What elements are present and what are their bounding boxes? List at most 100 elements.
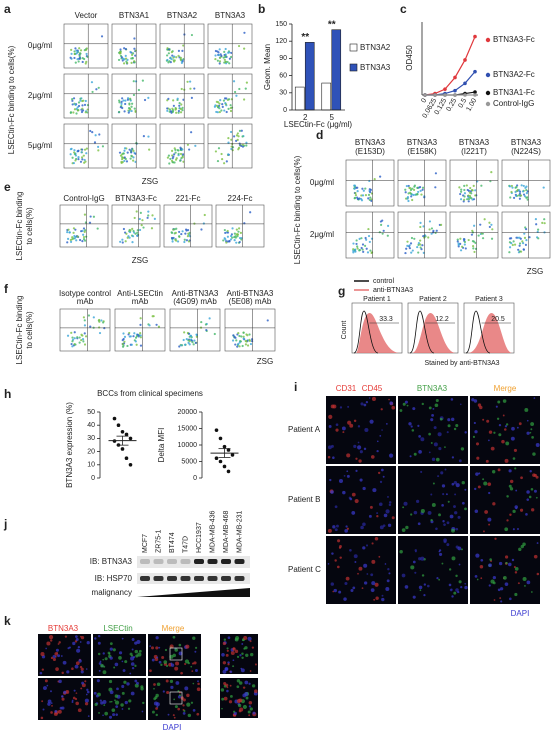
flow-dot bbox=[122, 62, 126, 65]
flow-dot bbox=[139, 317, 142, 320]
flow-dot bbox=[92, 316, 95, 319]
flow-dot bbox=[131, 235, 135, 238]
flow-dot bbox=[238, 87, 241, 91]
flow-dot bbox=[248, 339, 252, 342]
cell bbox=[50, 711, 53, 714]
flow-dot bbox=[229, 109, 233, 113]
flow-dot bbox=[355, 242, 358, 246]
flow-dot bbox=[75, 112, 78, 115]
flow-dot bbox=[510, 190, 513, 194]
flow-dot bbox=[534, 217, 537, 221]
flow-dot bbox=[463, 188, 466, 192]
dot bbox=[226, 469, 231, 474]
flow-plot bbox=[397, 159, 447, 207]
cell bbox=[163, 660, 168, 664]
flow-dot bbox=[128, 236, 131, 239]
cell bbox=[173, 716, 176, 719]
flow-dot bbox=[214, 150, 218, 153]
cell bbox=[431, 457, 436, 462]
flow-dot bbox=[79, 52, 82, 55]
cell bbox=[79, 635, 82, 638]
y-tick-label: 10 bbox=[87, 462, 95, 469]
cell bbox=[108, 715, 113, 719]
flow-dot bbox=[490, 223, 493, 226]
flow-dot bbox=[228, 57, 231, 60]
cell bbox=[241, 643, 244, 645]
flow-dot bbox=[122, 227, 126, 231]
cell bbox=[131, 666, 135, 670]
flow-dot bbox=[187, 332, 191, 335]
cell bbox=[136, 639, 141, 644]
flow-dot bbox=[227, 136, 230, 140]
cell bbox=[423, 583, 427, 586]
flow-dot bbox=[103, 327, 106, 330]
flow-dot bbox=[463, 198, 466, 201]
cell bbox=[137, 652, 142, 657]
flow-dot bbox=[240, 335, 243, 338]
flow-dot bbox=[81, 107, 84, 110]
cell bbox=[437, 432, 442, 437]
cell bbox=[509, 597, 512, 601]
flow-dot bbox=[354, 248, 357, 251]
cell bbox=[493, 599, 496, 601]
flow-dot bbox=[155, 323, 158, 326]
flow-dot bbox=[361, 194, 365, 197]
cell bbox=[236, 679, 241, 683]
cell bbox=[226, 686, 229, 689]
flow-dot bbox=[230, 130, 233, 134]
cell bbox=[430, 518, 433, 522]
cell bbox=[180, 671, 183, 675]
cell bbox=[196, 712, 200, 716]
flow-dot bbox=[85, 147, 88, 150]
column-label: BTN3A3-Fc bbox=[115, 194, 157, 203]
cell bbox=[388, 572, 391, 575]
cell bbox=[98, 669, 101, 672]
flow-dot bbox=[517, 248, 520, 251]
dot bbox=[116, 423, 121, 428]
cell bbox=[353, 419, 357, 423]
flow-dot bbox=[199, 326, 203, 329]
flow-dot bbox=[220, 109, 223, 112]
flow-dot bbox=[420, 193, 423, 196]
flow-dot bbox=[417, 243, 420, 247]
cell bbox=[102, 652, 105, 655]
flow-dot bbox=[83, 57, 86, 61]
cell bbox=[116, 687, 119, 691]
flow-dot bbox=[218, 102, 221, 105]
stained-histogram bbox=[412, 313, 456, 353]
cell bbox=[71, 701, 74, 704]
patient-label: Patient 1 bbox=[363, 296, 391, 303]
flow-dot bbox=[140, 224, 143, 227]
flow-dot bbox=[131, 56, 134, 60]
control-histogram bbox=[409, 310, 435, 354]
cell bbox=[234, 649, 239, 654]
flow-dot bbox=[166, 109, 169, 112]
flow-dot bbox=[137, 335, 140, 338]
percent-label: 20.5 bbox=[491, 316, 505, 323]
cell bbox=[248, 705, 251, 708]
cell bbox=[526, 419, 529, 422]
cell bbox=[427, 510, 432, 515]
cell bbox=[406, 404, 409, 407]
flow-dot bbox=[417, 251, 420, 254]
cell bbox=[472, 435, 476, 438]
cell bbox=[493, 431, 496, 434]
flow-dot bbox=[369, 196, 372, 199]
dot bbox=[226, 448, 231, 452]
cell bbox=[130, 662, 135, 666]
flow-dot bbox=[131, 102, 134, 105]
cell bbox=[360, 525, 364, 530]
flow-dot bbox=[410, 195, 413, 198]
cell bbox=[479, 564, 484, 569]
flow-dot bbox=[139, 211, 142, 215]
flow-dot bbox=[468, 191, 471, 194]
flow-dot bbox=[190, 33, 194, 37]
flow-dot bbox=[404, 191, 407, 194]
cell bbox=[480, 577, 483, 580]
cell bbox=[43, 686, 47, 691]
flow-dot bbox=[410, 251, 413, 254]
cell bbox=[57, 709, 62, 714]
cell bbox=[371, 542, 374, 545]
cell bbox=[512, 509, 516, 514]
cell bbox=[531, 508, 535, 512]
